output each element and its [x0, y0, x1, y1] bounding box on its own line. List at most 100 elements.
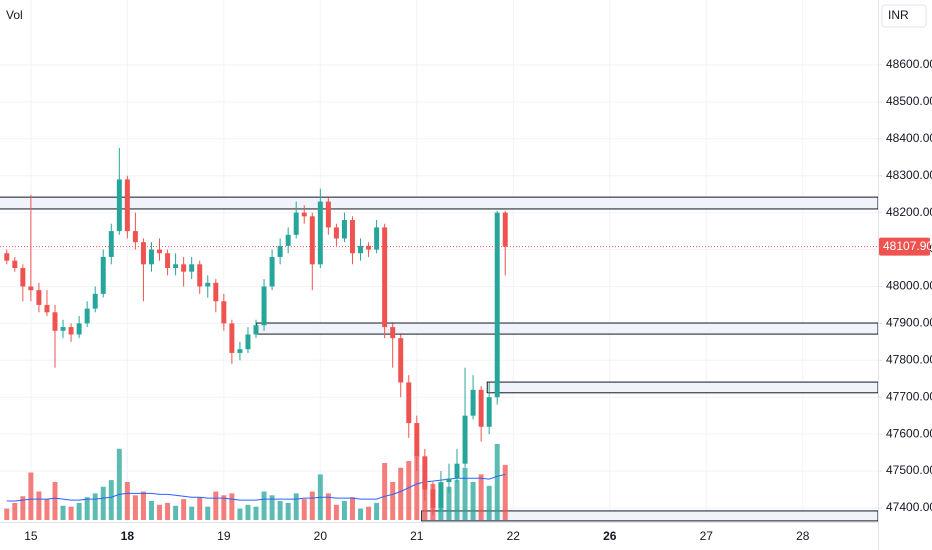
volume-bar [269, 495, 275, 520]
candle-body [173, 264, 179, 269]
y-tick-label: 48000.00 [886, 279, 932, 293]
volume-bar [132, 495, 138, 520]
y-tick-label: 48400.00 [886, 131, 932, 145]
volume-bar [390, 482, 396, 520]
volume-bar [277, 501, 283, 520]
candle-body [333, 227, 339, 239]
candle-body [12, 260, 18, 269]
price-zone [0, 196, 879, 210]
candle-body [390, 327, 396, 339]
candle-body [438, 482, 444, 508]
volume-bar [116, 448, 122, 520]
x-tick-label: 26 [603, 529, 617, 543]
candle-body [229, 323, 235, 353]
candle-body [140, 242, 146, 265]
volume-bar [60, 505, 66, 520]
volume-bar [108, 480, 114, 520]
candle-body [414, 423, 420, 457]
volume-bar [4, 508, 10, 520]
volume-bar [197, 497, 203, 520]
volume-bar [325, 493, 331, 520]
candle-body [253, 325, 259, 335]
candle-body [36, 290, 42, 305]
volume-bar [341, 501, 347, 520]
axes: 47400.00 47500.00 47600.00 47700.00 47800.00… [24, 57, 932, 543]
x-tick-label: 28 [796, 529, 810, 543]
volume [4, 444, 508, 520]
candle-body [44, 304, 50, 313]
x-tick-label: 21 [410, 529, 424, 543]
y-tick-label: 47900.00 [886, 316, 932, 330]
y-tick-label: 48500.00 [886, 94, 932, 108]
candle-body [470, 389, 476, 416]
volume-bar [301, 499, 307, 520]
candle-body [446, 478, 452, 483]
candle-body [462, 415, 468, 464]
volume-bar [374, 502, 380, 520]
y-tick-label: 47700.00 [886, 389, 932, 403]
candle-body [237, 349, 243, 353]
volume-bar [470, 482, 476, 520]
candle-body [301, 212, 307, 217]
candle-body [261, 286, 267, 326]
currency[interactable]: INR [888, 8, 909, 22]
candle-body [398, 338, 404, 383]
candle-body [84, 308, 90, 324]
volume-bar [245, 504, 251, 520]
volume-bar [140, 491, 146, 520]
candle-body [148, 249, 154, 265]
x-tick-label: 27 [700, 529, 714, 543]
volume-bar [478, 474, 484, 520]
volume-bar [205, 506, 211, 520]
candle-body [317, 201, 323, 265]
volume-ma-line [6, 473, 506, 502]
candle-body [494, 212, 500, 398]
volume-bar [52, 482, 58, 520]
candle-body [285, 234, 291, 246]
candle-body [366, 245, 372, 250]
volume-bar [44, 499, 50, 520]
candle-body [124, 179, 130, 232]
candle-body [325, 201, 331, 228]
price-zone [256, 322, 879, 335]
x-tick-label: 15 [24, 529, 38, 543]
volume-bar [189, 506, 195, 520]
candle-body [422, 456, 428, 490]
candle-body [293, 212, 299, 235]
x-tick-label: 18 [121, 529, 135, 543]
candle-body [68, 327, 74, 335]
candle-body [406, 382, 412, 424]
volume-bar [76, 502, 82, 520]
volume-bar [28, 472, 34, 520]
volume-bar [333, 504, 339, 520]
volume-bar [462, 467, 468, 520]
x-tick-label: 20 [314, 529, 328, 543]
candle-body [116, 179, 122, 232]
volume-bar [309, 491, 315, 520]
y-tick-label: 48300.00 [886, 168, 932, 182]
volume-bar [237, 508, 243, 520]
candle-body [181, 264, 187, 272]
last-price-label: 48107.90 [883, 239, 932, 253]
y-tick-label: 48200.00 [886, 205, 932, 219]
candle-body [349, 220, 355, 254]
zones [0, 196, 879, 522]
candle-body [277, 245, 283, 257]
volume-bar [213, 491, 219, 520]
volume-bar [148, 501, 154, 520]
candle-body [60, 327, 66, 331]
candle-body [478, 389, 484, 427]
candle-body [221, 301, 227, 324]
volume-bar [20, 496, 26, 520]
candle-body [309, 216, 315, 265]
y-tick-label: 47500.00 [886, 463, 932, 477]
volume-bar [173, 505, 179, 520]
volume-bar [68, 506, 74, 520]
y-tick-label: 47600.00 [886, 426, 932, 440]
candle-body [269, 256, 275, 287]
volume-bar [414, 453, 420, 520]
volume-bar [349, 497, 355, 520]
volume-bar [84, 497, 90, 520]
volume-bar [165, 502, 171, 520]
currency-box[interactable] [881, 4, 927, 28]
